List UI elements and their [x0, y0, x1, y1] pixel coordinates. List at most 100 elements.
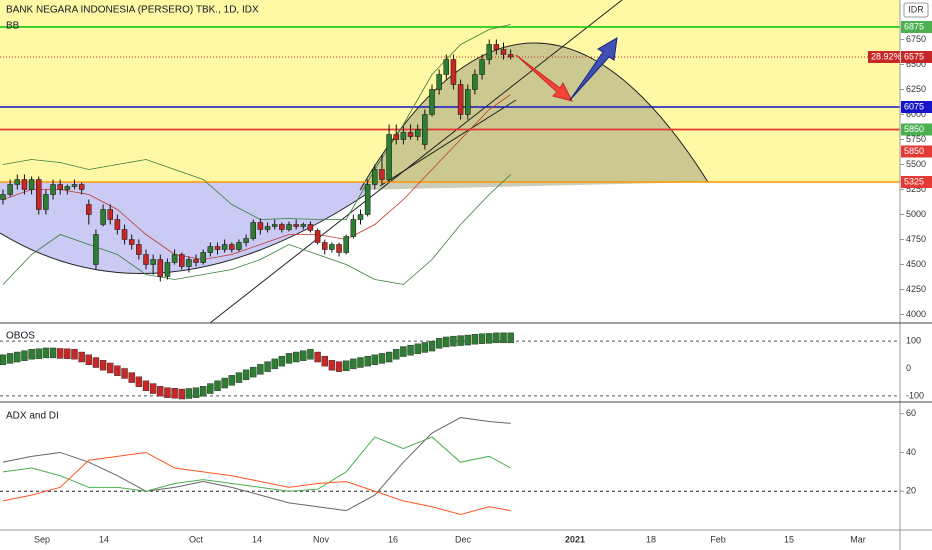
- obos-bar: [250, 366, 257, 378]
- obos-bar: [278, 355, 286, 367]
- y-tick-label: 20: [906, 486, 916, 496]
- obos-bar: [199, 386, 207, 397]
- candle-body: [400, 132, 407, 140]
- obos-bar: [385, 351, 393, 363]
- y-tick-label: 40: [906, 447, 916, 457]
- obos-bar: [221, 377, 228, 389]
- obos-bar: [350, 358, 357, 370]
- x-tick-label: Mar: [850, 534, 866, 544]
- obos-bar: [507, 332, 514, 344]
- candle-body: [457, 84, 464, 115]
- candle-body: [372, 169, 378, 185]
- candle-body: [314, 230, 321, 243]
- obos-bar: [457, 335, 464, 346]
- x-tick-label: 14: [252, 534, 262, 544]
- marks: [0, 24, 900, 285]
- change-label: 28.92%: [871, 51, 902, 61]
- candle-body: [479, 59, 485, 75]
- candle-body: [436, 74, 442, 90]
- candle-body: [121, 229, 128, 240]
- x-tick-label: 18: [646, 534, 656, 544]
- candle-body: [128, 239, 135, 245]
- candle-body: [393, 134, 399, 140]
- level-label-box: [901, 145, 932, 158]
- candle-body: [450, 59, 457, 85]
- x-tick-label: Oct: [189, 534, 204, 544]
- y-tick-label: 6750: [906, 34, 926, 44]
- x-tick-label: Dec: [455, 534, 472, 544]
- candle-body: [507, 54, 514, 58]
- obos-bar: [328, 360, 336, 371]
- candle-body: [164, 262, 171, 277]
- obos-bar: [21, 350, 28, 361]
- candle-body: [193, 259, 199, 263]
- obos-bar: [357, 357, 364, 368]
- x-tick-label: 16: [388, 534, 398, 544]
- chart-title: BANK NEGARA INDONESIA (PERSERO) TBK., 1D…: [6, 5, 259, 16]
- x-tick-label: 2021: [565, 534, 585, 544]
- obos-bar: [343, 360, 350, 372]
- candle-body: [300, 224, 307, 227]
- candle-body: [364, 184, 371, 215]
- candle-body: [307, 224, 314, 231]
- level-label-box: [901, 123, 932, 136]
- obos-bar: [114, 365, 121, 376]
- bb-line: [2, 94, 511, 260]
- level-label: 6075: [904, 101, 924, 111]
- candle-body: [150, 259, 156, 265]
- y-tick-label: -100: [906, 390, 924, 400]
- candle-body: [14, 179, 21, 185]
- candle-body: [343, 236, 349, 253]
- obos-bar: [300, 350, 307, 361]
- candle-body: [293, 224, 299, 227]
- obos-bar: [57, 348, 64, 359]
- obos-bar: [307, 349, 314, 360]
- candle-body: [78, 184, 85, 190]
- obos-bar: [371, 354, 378, 365]
- obos-bar: [121, 368, 128, 379]
- obos-bar: [500, 332, 507, 344]
- candle-body: [414, 129, 421, 137]
- obos-bar: [185, 388, 193, 399]
- y-tick-label: 4500: [906, 259, 926, 269]
- candle-body: [465, 89, 471, 115]
- obos-bar: [471, 334, 479, 345]
- y-tick-label: 0: [906, 363, 911, 373]
- candle-body: [0, 194, 6, 200]
- candle-body: [171, 254, 178, 263]
- candle-body: [57, 184, 63, 190]
- obos-bar: [192, 387, 200, 398]
- y-tick-label: 60: [906, 408, 916, 418]
- obos-bar: [421, 342, 429, 353]
- candle-body: [472, 74, 478, 90]
- obos-bar: [0, 354, 7, 365]
- obos-bar: [400, 346, 407, 357]
- candle-body: [286, 224, 292, 230]
- level-label-box: [901, 176, 932, 188]
- obos-bar: [6, 353, 14, 364]
- candle-body: [429, 89, 435, 115]
- candle-body: [486, 44, 492, 60]
- candle-body: [100, 209, 106, 225]
- y-tick-label: 6000: [906, 109, 926, 119]
- level-label-box: [901, 21, 932, 33]
- obos-bar: [264, 361, 271, 372]
- level-label: 6575: [904, 51, 924, 61]
- candle-body: [157, 259, 164, 277]
- obos-bar: [214, 380, 221, 392]
- level-label: 5325: [904, 176, 924, 186]
- obos-bar: [28, 349, 35, 360]
- trend-line: [379, 99, 517, 187]
- candle-body: [71, 184, 78, 187]
- obos-bar: [149, 383, 157, 394]
- x-tick-label: 15: [784, 534, 794, 544]
- trend-line: [209, 0, 623, 323]
- obos-bar: [64, 348, 71, 359]
- obos-bar: [242, 369, 250, 381]
- candle-body: [379, 169, 385, 180]
- obos-bar: [128, 372, 135, 383]
- candle-body: [443, 59, 450, 75]
- candle-body: [21, 179, 28, 190]
- change-box: [868, 51, 900, 63]
- obos-bar: [335, 361, 343, 372]
